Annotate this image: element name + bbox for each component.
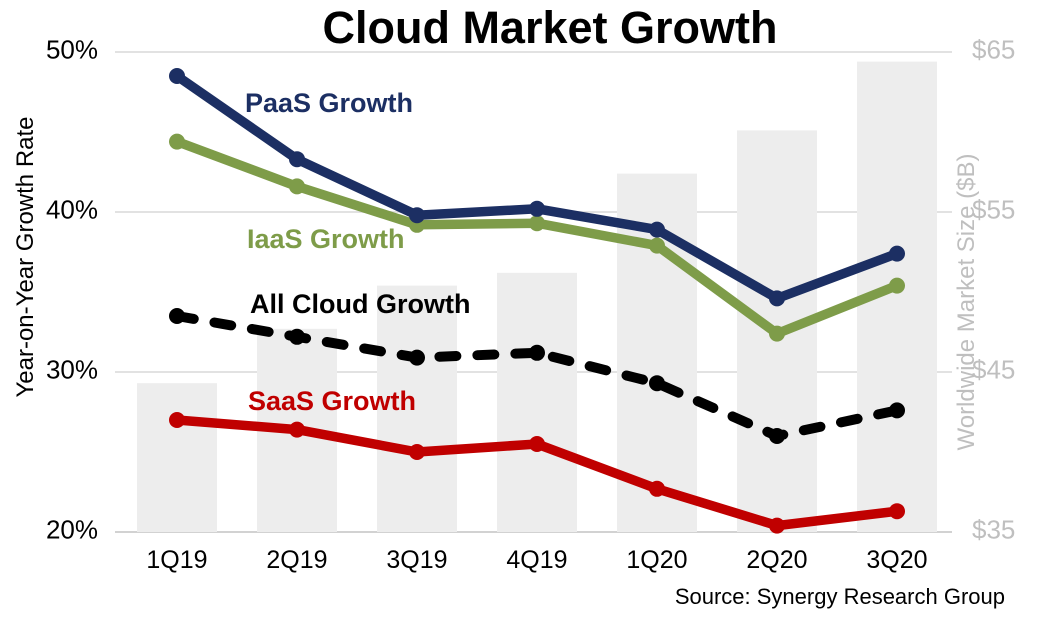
all-cloud-growth-point — [889, 402, 905, 419]
all-cloud-growth-point — [769, 428, 785, 444]
paas-growth-point — [769, 290, 785, 307]
x-tick-label: 4Q19 — [506, 546, 568, 574]
all-cloud-growth-point — [649, 375, 665, 392]
chart-title: Cloud Market Growth — [322, 2, 778, 53]
left-tick-label: 40% — [45, 194, 98, 225]
paas-growth-point — [529, 200, 545, 217]
left-tick-label: 20% — [45, 514, 98, 545]
saas-growth-point — [409, 444, 425, 460]
saas-growth-point — [289, 421, 305, 438]
right-tick-label: $45 — [972, 354, 1016, 385]
paas-growth-point — [169, 68, 185, 84]
right-axis-title: Worldwide Market Size ($B) — [953, 153, 980, 451]
x-tick-label: 1Q20 — [626, 546, 688, 574]
saas-growth-point — [169, 412, 185, 428]
paas-series-label: PaaS Growth — [245, 88, 414, 118]
iaas-growth-point — [169, 133, 185, 150]
paas-growth-point — [649, 221, 665, 238]
x-tick-label: 2Q20 — [746, 546, 808, 574]
saas-growth-point — [769, 517, 785, 534]
saas-series-label: SaaS Growth — [248, 386, 417, 416]
market-size-bar — [377, 285, 457, 532]
paas-growth-point — [409, 207, 425, 224]
iaas-growth-point — [769, 325, 785, 342]
market-size-bar — [497, 272, 577, 532]
left-tick-label: 50% — [45, 34, 98, 65]
right-tick-label: $55 — [972, 194, 1016, 225]
paas-growth-point — [889, 245, 905, 262]
x-tick-label: 1Q19 — [146, 546, 208, 574]
all-cloud-series-label: All Cloud Growth — [250, 289, 471, 319]
market-size-bar — [137, 383, 217, 532]
iaas-series-label: IaaS Growth — [247, 224, 405, 254]
all-cloud-growth-point — [169, 308, 185, 324]
left-tick-label: 30% — [45, 354, 98, 385]
x-tick-label: 3Q20 — [866, 546, 928, 574]
right-tick-label: $35 — [972, 514, 1016, 545]
iaas-growth-point — [649, 237, 665, 254]
x-tick-label: 3Q19 — [386, 546, 448, 574]
iaas-growth-point — [289, 178, 305, 195]
right-tick-label: $65 — [972, 34, 1016, 65]
iaas-growth-point — [529, 215, 545, 232]
saas-growth-point — [649, 480, 665, 497]
all-cloud-growth-point — [289, 328, 305, 345]
paas-growth-point — [289, 151, 305, 168]
all-cloud-growth-point — [409, 349, 425, 366]
all-cloud-growth-point — [529, 344, 545, 361]
source-attribution: Source: Synergy Research Group — [674, 584, 1005, 609]
x-tick-label: 2Q19 — [266, 546, 328, 574]
saas-growth-point — [529, 436, 545, 452]
iaas-growth-point — [889, 277, 905, 294]
saas-growth-point — [889, 503, 905, 520]
